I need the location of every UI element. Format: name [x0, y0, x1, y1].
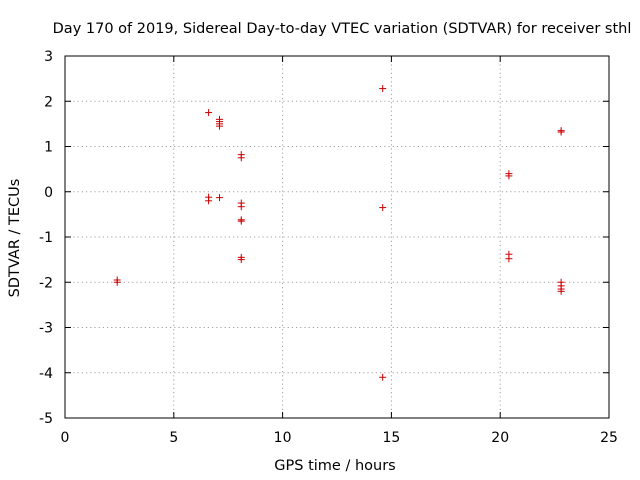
- y-tick-label: -3: [39, 321, 53, 337]
- y-axis-tick-labels: -5 -4 -3 -2 -1 0 1 2 3: [39, 49, 53, 427]
- data-point: [379, 85, 387, 93]
- x-axis-tick-labels: 0 5 10 15 20 25: [61, 430, 618, 446]
- data-point: [379, 373, 387, 381]
- x-axis-label: GPS time / hours: [274, 458, 395, 474]
- data-point: [505, 172, 513, 180]
- data-point: [237, 203, 245, 211]
- y-axis-label: SDTVAR / TECUs: [7, 179, 23, 298]
- x-tick-label: 15: [382, 430, 400, 446]
- data-point: [505, 255, 513, 263]
- data-points: [113, 85, 565, 381]
- x-tick-label: 5: [169, 430, 178, 446]
- y-tick-label: -2: [39, 275, 53, 291]
- data-point: [237, 154, 245, 162]
- x-tick-label: 20: [491, 430, 509, 446]
- data-point: [215, 122, 223, 130]
- data-point: [237, 256, 245, 264]
- data-point: [237, 217, 245, 225]
- y-tick-label: 0: [44, 185, 53, 201]
- data-point: [113, 278, 121, 286]
- data-point: [379, 204, 387, 212]
- grid: [65, 56, 609, 418]
- x-tick-label: 0: [61, 430, 70, 446]
- y-tick-label: 1: [44, 140, 53, 156]
- axis-ticks: [64, 55, 610, 419]
- y-tick-label: 3: [44, 49, 53, 65]
- y-tick-label: -5: [39, 411, 53, 427]
- data-point: [215, 194, 223, 202]
- x-tick-label: 25: [600, 430, 618, 446]
- x-tick-label: 10: [274, 430, 292, 446]
- data-point: [205, 109, 213, 117]
- chart-title: Day 170 of 2019, Sidereal Day-to-day VTE…: [53, 21, 632, 37]
- data-point: [205, 197, 213, 205]
- y-tick-label: 2: [44, 94, 53, 110]
- data-point: [557, 128, 565, 136]
- data-point: [557, 287, 565, 295]
- y-tick-label: -4: [39, 366, 53, 382]
- y-tick-label: -1: [39, 230, 53, 246]
